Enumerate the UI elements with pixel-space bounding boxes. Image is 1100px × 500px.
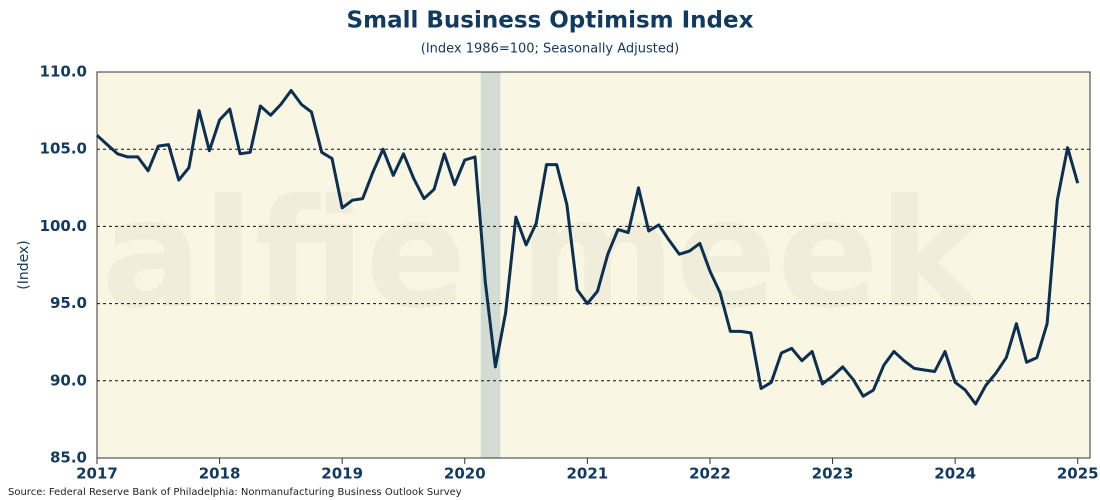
y-tick-label: 95.0 — [50, 294, 87, 312]
y-tick-label: 85.0 — [50, 449, 87, 467]
x-tick-label: 2020 — [444, 465, 486, 483]
y-axis-label: (Index) — [16, 240, 32, 289]
y-tick-label: 105.0 — [40, 140, 87, 158]
x-tick-label: 2018 — [199, 465, 241, 483]
chart-subtitle: (Index 1986=100; Seasonally Adjusted) — [421, 42, 679, 57]
plot-background — [97, 72, 1090, 458]
y-tick-label: 100.0 — [40, 217, 87, 235]
x-tick-label: 2022 — [689, 465, 731, 483]
x-tick-label: 2025 — [1057, 465, 1099, 483]
x-tick-label: 2021 — [566, 465, 608, 483]
chart-title: Small Business Optimism Index — [347, 8, 754, 34]
x-tick-label: 2017 — [76, 465, 118, 483]
x-tick-label: 2023 — [812, 465, 854, 483]
source-note: Source: Federal Reserve Bank of Philadel… — [8, 487, 462, 498]
plot-border — [96, 71, 1091, 459]
x-tick-label: 2024 — [934, 465, 976, 483]
x-tick-label: 2019 — [321, 465, 363, 483]
y-tick-label: 90.0 — [50, 371, 87, 389]
data-line — [95, 89, 1080, 406]
y-tick-label: 110.0 — [40, 63, 87, 81]
